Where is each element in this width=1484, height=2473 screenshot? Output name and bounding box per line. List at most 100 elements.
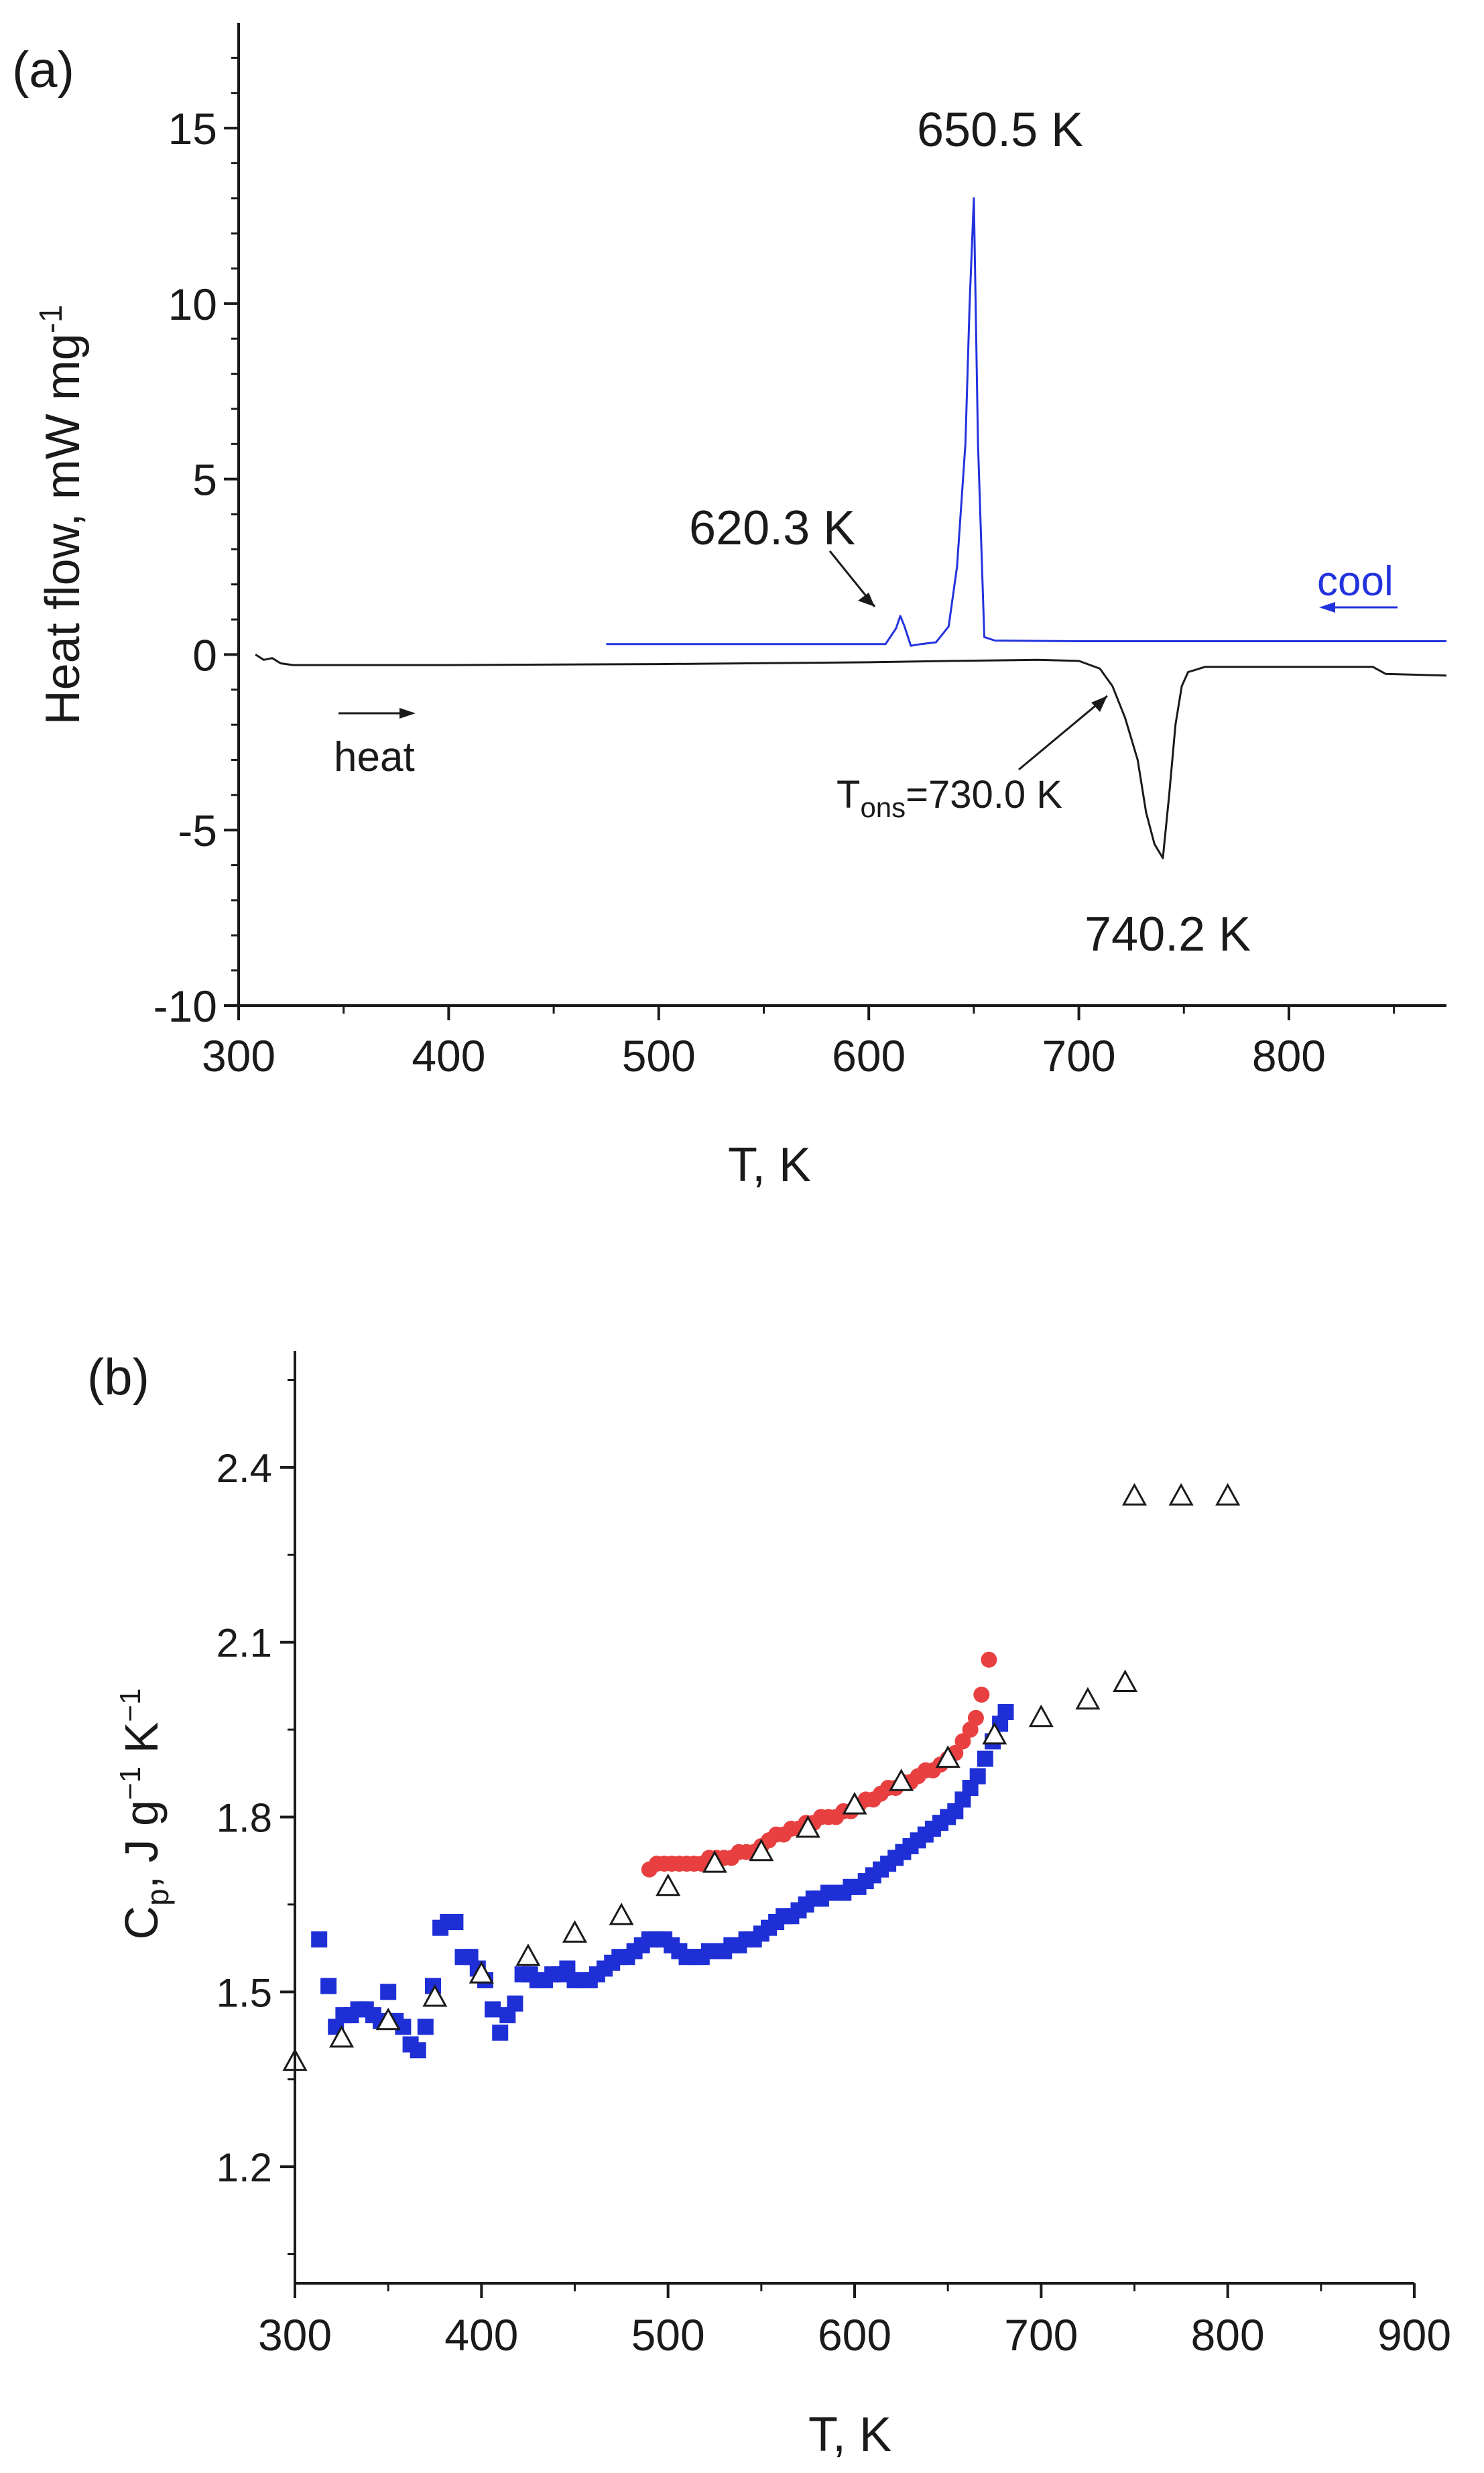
ylabel-superscript: −1 [114, 1766, 147, 1800]
panel-b-x-ticks: 300 400 500 600 700 800 900 [258, 2283, 1451, 2360]
data-point-square [507, 1995, 523, 2012]
data-point-triangle [469, 1961, 494, 1984]
panel-a-y-tick-label: -10 [153, 981, 217, 1031]
data-point-square [977, 1750, 993, 1767]
annotation-onset-prefix: T [837, 773, 860, 817]
panel-b-x-tick-label: 800 [1191, 2310, 1265, 2360]
panel-a-x-tick-label: 500 [622, 1031, 696, 1081]
panel-b-x-axis-label: T, K [808, 2408, 891, 2462]
panel-b-x-tick-label: 500 [631, 2310, 705, 2360]
data-point-square [969, 1768, 986, 1785]
data-point-triangle [1113, 1669, 1138, 1692]
panel-b-x-tick-label: 700 [1004, 2310, 1078, 2360]
panel-a-y-axis-label-exponent: -1 [34, 305, 69, 334]
data-point-triangle [935, 1745, 961, 1768]
data-point-triangle [562, 1920, 588, 1943]
data-point-square [485, 2001, 501, 2018]
panel-b-y-tick-label: 2.1 [217, 1621, 272, 1666]
annotation-onset-subscript: ons [860, 792, 906, 823]
data-point-circle [954, 1733, 971, 1750]
panel-b-x-tick-label: 900 [1377, 2310, 1451, 2360]
panel-b-x-tick-label: 400 [444, 2310, 518, 2360]
data-point-square [380, 1984, 397, 2000]
data-point-triangle [982, 1722, 1007, 1745]
ylabel-unit-part: K [115, 1722, 168, 1766]
panel-a-x-tick-label: 300 [202, 1031, 275, 1081]
panel-a-y-tick-label: 0 [192, 630, 217, 680]
panel-b-y-tick-label: 1.2 [217, 2145, 272, 2190]
panel-b-y-axis-label: Cp, J g−1 K−1 [114, 1689, 175, 1940]
panel-a-y-tick-label: -5 [178, 806, 217, 855]
panel-b-y-tick-label: 2.4 [217, 1446, 272, 1491]
annotation-onset: Tons=730.0 K [837, 773, 1062, 823]
arrow-onset-pointer [1018, 695, 1108, 771]
panel-a-x-axis-label: T, K [728, 1138, 811, 1192]
panel-b-x-tick-label: 600 [818, 2310, 891, 2360]
panel-b-y-ticks: 1.2 1.5 1.8 2.1 2.4 [217, 1378, 295, 2256]
arrow-onset-head [1091, 696, 1107, 712]
ylabel-symbol: C [115, 1906, 168, 1940]
data-point-square [311, 1931, 328, 1948]
panel-a-y-axis-label-main: Heat flow, mW mg [36, 333, 90, 725]
panel-a-plot-area [255, 197, 1447, 859]
data-point-circle [967, 1709, 984, 1726]
annotation-peak-650: 650.5 K [917, 103, 1083, 157]
data-point-triangle [795, 1815, 820, 1838]
panel-b-y-tick-label: 1.5 [217, 1970, 272, 2015]
data-point-square [320, 1978, 337, 1994]
panel-a-x-tick-label: 400 [412, 1031, 485, 1081]
data-point-square [417, 2018, 434, 2035]
data-point-triangle [609, 1903, 634, 1925]
heat-direction-arrow-head [399, 708, 416, 719]
data-point-triangle [329, 2025, 355, 2048]
data-point-square [447, 1914, 464, 1930]
panel-a-y-ticks: -10 -5 0 5 10 15 [153, 56, 239, 1031]
data-point-triangle [1215, 1483, 1241, 1506]
panel-a-annotation-arrows [338, 550, 1398, 771]
data-point-triangle [702, 1850, 727, 1873]
panel-b-y-tick-label: 1.8 [217, 1796, 272, 1841]
panel-a-y-axis-label: Heat flow, mW mg-1 [34, 305, 90, 725]
data-point-circle [981, 1651, 997, 1668]
panel-b-plot-area [282, 1483, 1241, 2071]
panel-b-label: (b) [87, 1349, 149, 1406]
data-point-triangle [422, 1984, 448, 2007]
panel-a-y-tick-label: 15 [168, 104, 217, 154]
panel-b-series-layer [282, 1483, 1241, 2071]
annotation-onset-value: =730.0 K [906, 773, 1062, 817]
data-point-triangle [889, 1768, 914, 1791]
data-point-triangle [749, 1838, 774, 1862]
annotation-peak-620: 620.3 K [689, 501, 855, 555]
panel-a-x-tick-label: 800 [1252, 1031, 1326, 1081]
ylabel-subscript: p [140, 1888, 175, 1906]
panel-b-x-tick-label: 300 [258, 2310, 332, 2360]
panel-a-x-ticks: 300 400 500 600 700 800 [202, 1006, 1396, 1081]
data-point-triangle [1121, 1483, 1148, 1506]
panel-a-y-tick-label: 5 [192, 455, 217, 505]
heat-direction-label: heat [334, 734, 415, 780]
panel-a-label: (a) [12, 42, 74, 99]
panel-a-y-tick-label: 10 [168, 280, 217, 329]
panel-a-series-layer [255, 197, 1447, 859]
data-point-square [410, 2042, 426, 2059]
data-point-triangle [515, 1943, 541, 1966]
data-point-circle [973, 1686, 990, 1703]
data-point-triangle [656, 1873, 681, 1896]
panel-b: (b) 300 400 500 600 700 800 900 1.2 1.5 1.8 2.1 2.… [87, 1349, 1451, 2462]
cool-direction-label: cool [1317, 558, 1394, 605]
series-line-cool [606, 197, 1446, 647]
ylabel-unit-part: , J g [115, 1800, 168, 1888]
data-point-triangle [375, 2007, 401, 2031]
panel-a-x-tick-label: 700 [1042, 1031, 1116, 1081]
arrow-620-head [858, 593, 875, 607]
data-point-triangle [1028, 1704, 1054, 1728]
data-point-square [997, 1704, 1014, 1720]
annotation-peak-740: 740.2 K [1085, 908, 1251, 961]
data-point-triangle [1075, 1687, 1101, 1710]
series-line-heat [255, 654, 1447, 859]
data-point-square [492, 2025, 509, 2041]
data-point-triangle [1168, 1483, 1194, 1506]
